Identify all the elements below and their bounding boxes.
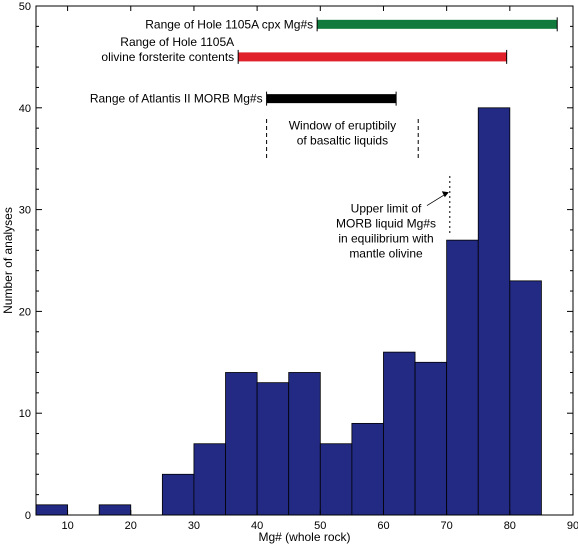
x-axis-title: Mg# (whole rock): [258, 530, 350, 544]
x-tick-label-20: 20: [125, 520, 137, 532]
histogram-bar-40: [256, 382, 290, 516]
x-tick-label-10: 10: [61, 520, 73, 532]
upper-limit-arrow-head: [441, 191, 449, 198]
x-tick-label-40: 40: [251, 520, 263, 532]
upper-limit-label-line-1: Upper limit of: [351, 201, 422, 215]
upper-limit-label: Upper limit of MORB liquid Mg#s in equilib…: [336, 201, 436, 260]
histogram-bars: [35, 107, 542, 516]
y-tick-label-20: 20: [19, 306, 31, 318]
x-tick-label-70: 70: [441, 520, 453, 532]
upper-limit-label-line-2: MORB liquid Mg#s: [336, 216, 436, 230]
window-label: Window of eruptibily of basaltic liquids: [289, 118, 396, 147]
x-tick-label-50: 50: [314, 520, 326, 532]
histogram-bar-60: [383, 351, 416, 516]
range-label-2-line-2: olivine forsterite contents: [101, 50, 234, 64]
upper-limit-arrow-shaft: [426, 192, 448, 206]
range-label-3: Range of Atlantis II MORB Mg#s: [90, 92, 263, 106]
y-tick-label-40: 40: [19, 103, 31, 115]
histogram-bar-30: [193, 443, 226, 516]
histogram-bar-55: [351, 422, 384, 516]
histogram-bar-80: [509, 280, 542, 516]
upper-limit-label-line-4: mantle olivine: [349, 246, 423, 260]
range-label-1: Range of Hole 1105A cpx Mg#s: [145, 17, 313, 31]
range-bar-1: [317, 19, 558, 29]
range-bar-2: [238, 52, 507, 62]
range-label-3-line-1: Range of Atlantis II MORB Mg#s: [90, 92, 263, 106]
x-tick-label-30: 30: [188, 520, 200, 532]
histogram-bar-5: [35, 504, 68, 516]
range-label-1-line-1: Range of Hole 1105A cpx Mg#s: [145, 17, 313, 31]
histogram-bar-35: [225, 372, 258, 516]
x-tick-label-60: 60: [377, 520, 389, 532]
histogram-bar-65: [414, 361, 448, 516]
range-bar-3: [266, 94, 397, 104]
range-label-2-line-1: Range of Hole 1105A: [120, 35, 234, 49]
range-label-2: Range of Hole 1105A olivine forsterite co…: [101, 35, 234, 64]
axes: 10 20 30 40 50 60 70 80 90 0 10 20 30 40 50: [19, 1, 578, 532]
histogram-bar-70: [446, 239, 479, 516]
upper-limit-label-line-3: in equilibrium with: [338, 231, 433, 245]
window-label-line-1: Window of eruptibily: [289, 118, 396, 132]
histogram-bar-15: [98, 504, 132, 516]
window-label-line-2: of basaltic liquids: [297, 133, 388, 147]
y-tick-label-50: 50: [19, 1, 31, 13]
x-tick-label-80: 80: [504, 520, 516, 532]
x-tick-label-90: 90: [567, 520, 578, 532]
annotations: Range of Hole 1105A cpx Mg#s Range of Hol…: [90, 17, 558, 260]
histogram-bar-45: [288, 372, 321, 516]
y-tick-label-10: 10: [19, 408, 31, 420]
histogram-bar-75: [477, 107, 511, 516]
plot-frame: [35, 5, 574, 516]
y-tick-label-30: 30: [19, 205, 31, 217]
histogram-bar-25: [161, 473, 195, 516]
y-tick-label-0: 0: [25, 510, 31, 522]
histogram-bar-50: [319, 443, 353, 516]
y-axis-title: Number of analyses: [1, 207, 15, 314]
